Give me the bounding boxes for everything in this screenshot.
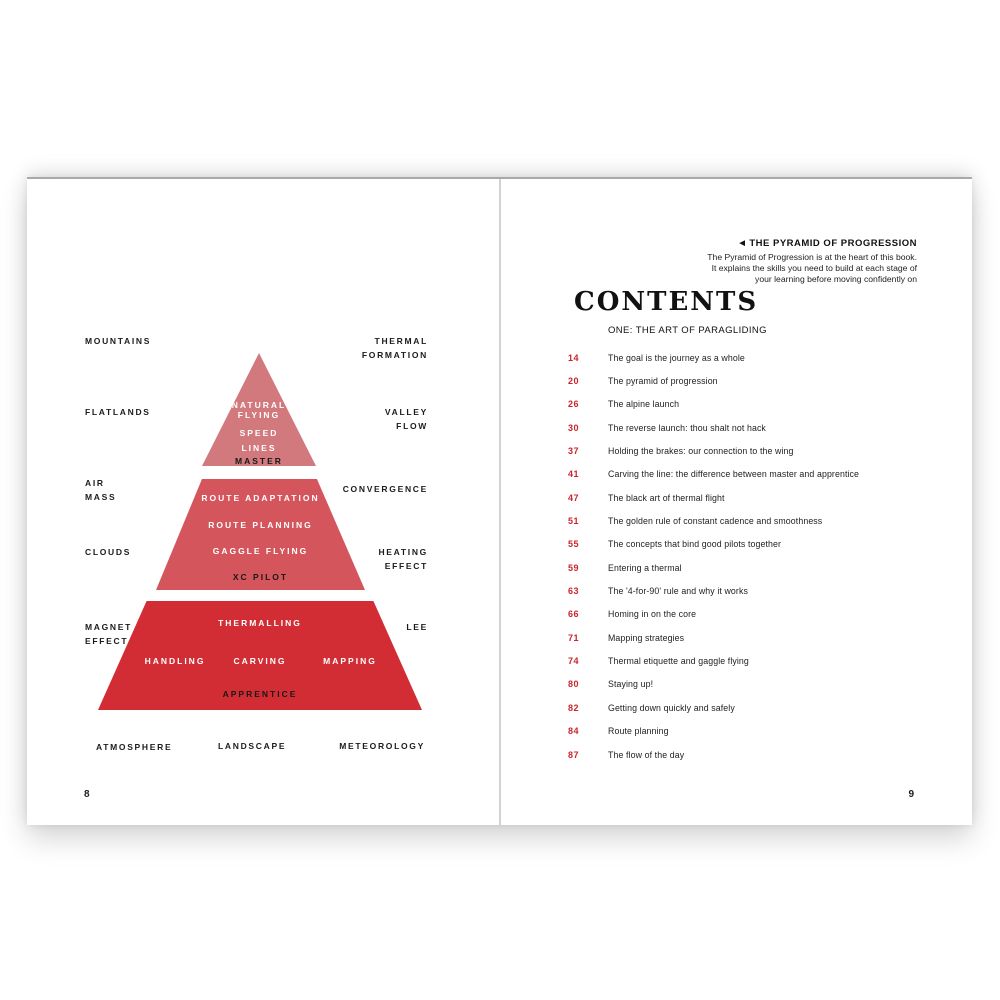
sidenote-title-text: THE PYRAMID OF PROGRESSION	[749, 238, 917, 249]
tier-skill: ROUTE PLANNING	[208, 520, 313, 530]
tier-skill: SPEED	[239, 428, 279, 438]
pyramid-label-landscape: LANDSCAPE	[218, 741, 287, 751]
tier-skill: FLYING	[237, 410, 281, 420]
sidenote-body: The Pyramid of Progression is at the hea…	[707, 252, 917, 284]
toc-entry: 41 Carving the line: the difference betwe…	[568, 463, 928, 486]
toc-entry-page-number: 47	[568, 492, 580, 503]
toc-entry-page-number: 82	[568, 702, 580, 713]
toc-entry: 63 The '4-for-90' rule and why it works	[568, 579, 928, 602]
pyramid-tier-master: NATURAL FLYING SPEED LINES MASTER	[202, 353, 316, 466]
contents-title: CONTENTS	[574, 287, 759, 317]
toc-entry-title: Route planning	[608, 726, 669, 737]
right-page-number: 9	[908, 789, 914, 800]
tier-skill: LINES	[241, 443, 277, 453]
toc-entry-title: The black art of thermal flight	[608, 492, 725, 503]
toc-entry-title: The alpine launch	[608, 399, 680, 410]
book-spread: MOUNTAINS FLATLANDS AIR MASS CLOUDS MAGN…	[27, 177, 972, 825]
toc-entry: 51 The golden rule of constant cadence an…	[568, 509, 928, 532]
toc-entry-title: The '4-for-90' rule and why it works	[608, 586, 748, 597]
table-of-contents: 14 The goal is the journey as a whole 20 Th…	[568, 346, 928, 766]
toc-entry-title: Entering a thermal	[608, 562, 682, 573]
toc-entry-page-number: 71	[568, 632, 580, 643]
toc-entry-title: Holding the brakes: our connection to th…	[608, 446, 794, 457]
pyramid-label-air-mass: AIR MASS	[85, 478, 117, 502]
sidenote-title: ◀ THE PYRAMID OF PROGRESSION	[657, 238, 917, 249]
toc-entry-title: Thermal etiquette and gaggle flying	[608, 656, 749, 667]
toc-entry: 87 The flow of the day	[568, 743, 928, 766]
toc-entry-page-number: 14	[568, 352, 580, 363]
pyramid-label-clouds: CLOUDS	[85, 547, 132, 557]
toc-entry: 30 The reverse launch: thou shalt not hac…	[568, 416, 928, 439]
toc-entry-page-number: 30	[568, 422, 580, 433]
tier-skill: HANDLING	[144, 656, 206, 666]
toc-entry-page-number: 84	[568, 726, 580, 737]
sidenote-block: ◀ THE PYRAMID OF PROGRESSION The Pyramid…	[657, 238, 917, 285]
pyramid-label-magnet-effect: MAGNET EFFECT	[85, 622, 133, 646]
left-triangle-icon: ◀	[739, 240, 746, 247]
toc-entry-title: The golden rule of constant cadence and …	[608, 516, 823, 527]
toc-entry: 26 The alpine launch	[568, 393, 928, 416]
toc-entry-title: Staying up!	[608, 679, 654, 690]
pyramid-label-meteorology: METEOROLOGY	[339, 741, 425, 751]
pyramid-label-convergence: CONVERGENCE	[342, 484, 428, 494]
pyramid-label-heating-effect: HEATING EFFECT	[378, 547, 428, 571]
toc-entry: 66 Homing in on the core	[568, 603, 928, 626]
toc-entry-title: Getting down quickly and safely	[608, 702, 735, 713]
toc-entry: 84 Route planning	[568, 720, 928, 743]
section-heading: ONE: THE ART OF PARAGLIDING	[608, 325, 767, 336]
toc-entry-page-number: 66	[568, 609, 580, 620]
tier-rank-master: MASTER	[235, 456, 283, 466]
toc-entry-page-number: 41	[568, 469, 580, 480]
toc-entry-title: The reverse launch: thou shalt not hack	[608, 422, 766, 433]
pyramid-tier-xc-pilot: ROUTE ADAPTATION ROUTE PLANNING GAGGLE F…	[156, 479, 365, 590]
toc-entry: 55 The concepts that bind good pilots tog…	[568, 533, 928, 556]
tier-rank-apprentice: APPRENTICE	[222, 689, 298, 699]
toc-entry: 20 The pyramid of progression	[568, 369, 928, 392]
pyramid-tier-apprentice: THERMALLING HANDLING CARVING MAPPING APP…	[98, 601, 422, 710]
toc-entry: 47 The black art of thermal flight	[568, 486, 928, 509]
toc-entry-title: The goal is the journey as a whole	[608, 352, 745, 363]
pyramid-label-thermal-formation: THERMAL FORMATION	[361, 336, 428, 360]
toc-entry-title: Carving the line: the difference between…	[608, 469, 860, 480]
toc-entry-page-number: 26	[568, 399, 580, 410]
toc-entry-title: Mapping strategies	[608, 632, 685, 643]
toc-entry-page-number: 37	[568, 446, 580, 457]
toc-entry-page-number: 20	[568, 376, 580, 387]
toc-entry-page-number: 51	[568, 516, 580, 527]
pyramid-label-atmosphere: ATMOSPHERE	[96, 742, 173, 752]
toc-entry-page-number: 59	[568, 562, 580, 573]
tier-skill: THERMALLING	[218, 618, 302, 628]
toc-entry: 82 Getting down quickly and safely	[568, 696, 928, 719]
tier-skill: CARVING	[233, 656, 287, 666]
toc-entry: 71 Mapping strategies	[568, 626, 928, 649]
left-page-number: 8	[84, 789, 90, 800]
pyramid-label-mountains: MOUNTAINS	[85, 336, 152, 346]
toc-entry: 14 The goal is the journey as a whole	[568, 346, 928, 369]
page-gutter-divider	[499, 179, 501, 825]
toc-entry: 74 Thermal etiquette and gaggle flying	[568, 649, 928, 672]
toc-entry: 37 Holding the brakes: our connection to …	[568, 439, 928, 462]
toc-entry-page-number: 74	[568, 656, 580, 667]
tier-skill: GAGGLE FLYING	[212, 546, 309, 556]
toc-entry: 59 Entering a thermal	[568, 556, 928, 579]
toc-entry-page-number: 87	[568, 749, 580, 760]
tier-skill: NATURAL	[231, 400, 287, 410]
toc-entry-title: The concepts that bind good pilots toget…	[608, 539, 782, 550]
toc-entry: 80 Staying up!	[568, 673, 928, 696]
toc-entry-title: Homing in on the core	[608, 609, 697, 620]
toc-entry-title: The flow of the day	[608, 749, 685, 760]
tier-rank-xc-pilot: XC PILOT	[232, 572, 289, 582]
tier-skill: MAPPING	[323, 656, 377, 666]
toc-entry-page-number: 80	[568, 679, 580, 690]
toc-entry-page-number: 63	[568, 586, 580, 597]
pyramid-label-valley-flow: VALLEY FLOW	[384, 407, 428, 431]
toc-entry-page-number: 55	[568, 539, 580, 550]
pyramid-label-flatlands: FLATLANDS	[85, 407, 151, 417]
toc-entry-title: The pyramid of progression	[608, 376, 718, 387]
pyramid-label-lee: LEE	[406, 622, 428, 632]
tier-skill: ROUTE ADAPTATION	[201, 493, 320, 503]
